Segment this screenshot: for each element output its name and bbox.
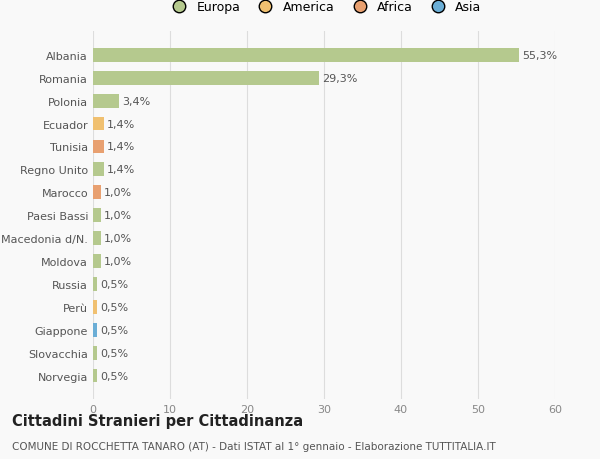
- Text: 1,0%: 1,0%: [104, 188, 132, 198]
- Legend: Europa, America, Africa, Asia: Europa, America, Africa, Asia: [161, 0, 487, 19]
- Bar: [93, 346, 97, 360]
- Text: 55,3%: 55,3%: [522, 50, 557, 61]
- Text: 0,5%: 0,5%: [100, 325, 128, 335]
- Bar: [93, 369, 97, 383]
- Text: 29,3%: 29,3%: [322, 73, 357, 84]
- Text: 0,5%: 0,5%: [100, 280, 128, 289]
- Bar: [93, 140, 104, 154]
- Text: Cittadini Stranieri per Cittadinanza: Cittadini Stranieri per Cittadinanza: [12, 413, 303, 428]
- Bar: [93, 323, 97, 337]
- Bar: [93, 209, 101, 223]
- Text: 1,4%: 1,4%: [107, 119, 135, 129]
- Bar: [93, 163, 104, 177]
- Text: 0,5%: 0,5%: [100, 371, 128, 381]
- Text: 1,0%: 1,0%: [104, 257, 132, 266]
- Bar: [93, 72, 319, 85]
- Text: 3,4%: 3,4%: [122, 96, 151, 106]
- Bar: [93, 118, 104, 131]
- Text: 1,4%: 1,4%: [107, 142, 135, 152]
- Text: 0,5%: 0,5%: [100, 348, 128, 358]
- Text: COMUNE DI ROCCHETTA TANARO (AT) - Dati ISTAT al 1° gennaio - Elaborazione TUTTIT: COMUNE DI ROCCHETTA TANARO (AT) - Dati I…: [12, 441, 496, 451]
- Bar: [93, 277, 97, 291]
- Text: 0,5%: 0,5%: [100, 302, 128, 312]
- Bar: [93, 95, 119, 108]
- Text: 1,0%: 1,0%: [104, 211, 132, 221]
- Bar: [93, 232, 101, 246]
- Bar: [93, 49, 519, 62]
- Bar: [93, 186, 101, 200]
- Bar: [93, 255, 101, 269]
- Text: 1,0%: 1,0%: [104, 234, 132, 244]
- Bar: [93, 300, 97, 314]
- Text: 1,4%: 1,4%: [107, 165, 135, 175]
